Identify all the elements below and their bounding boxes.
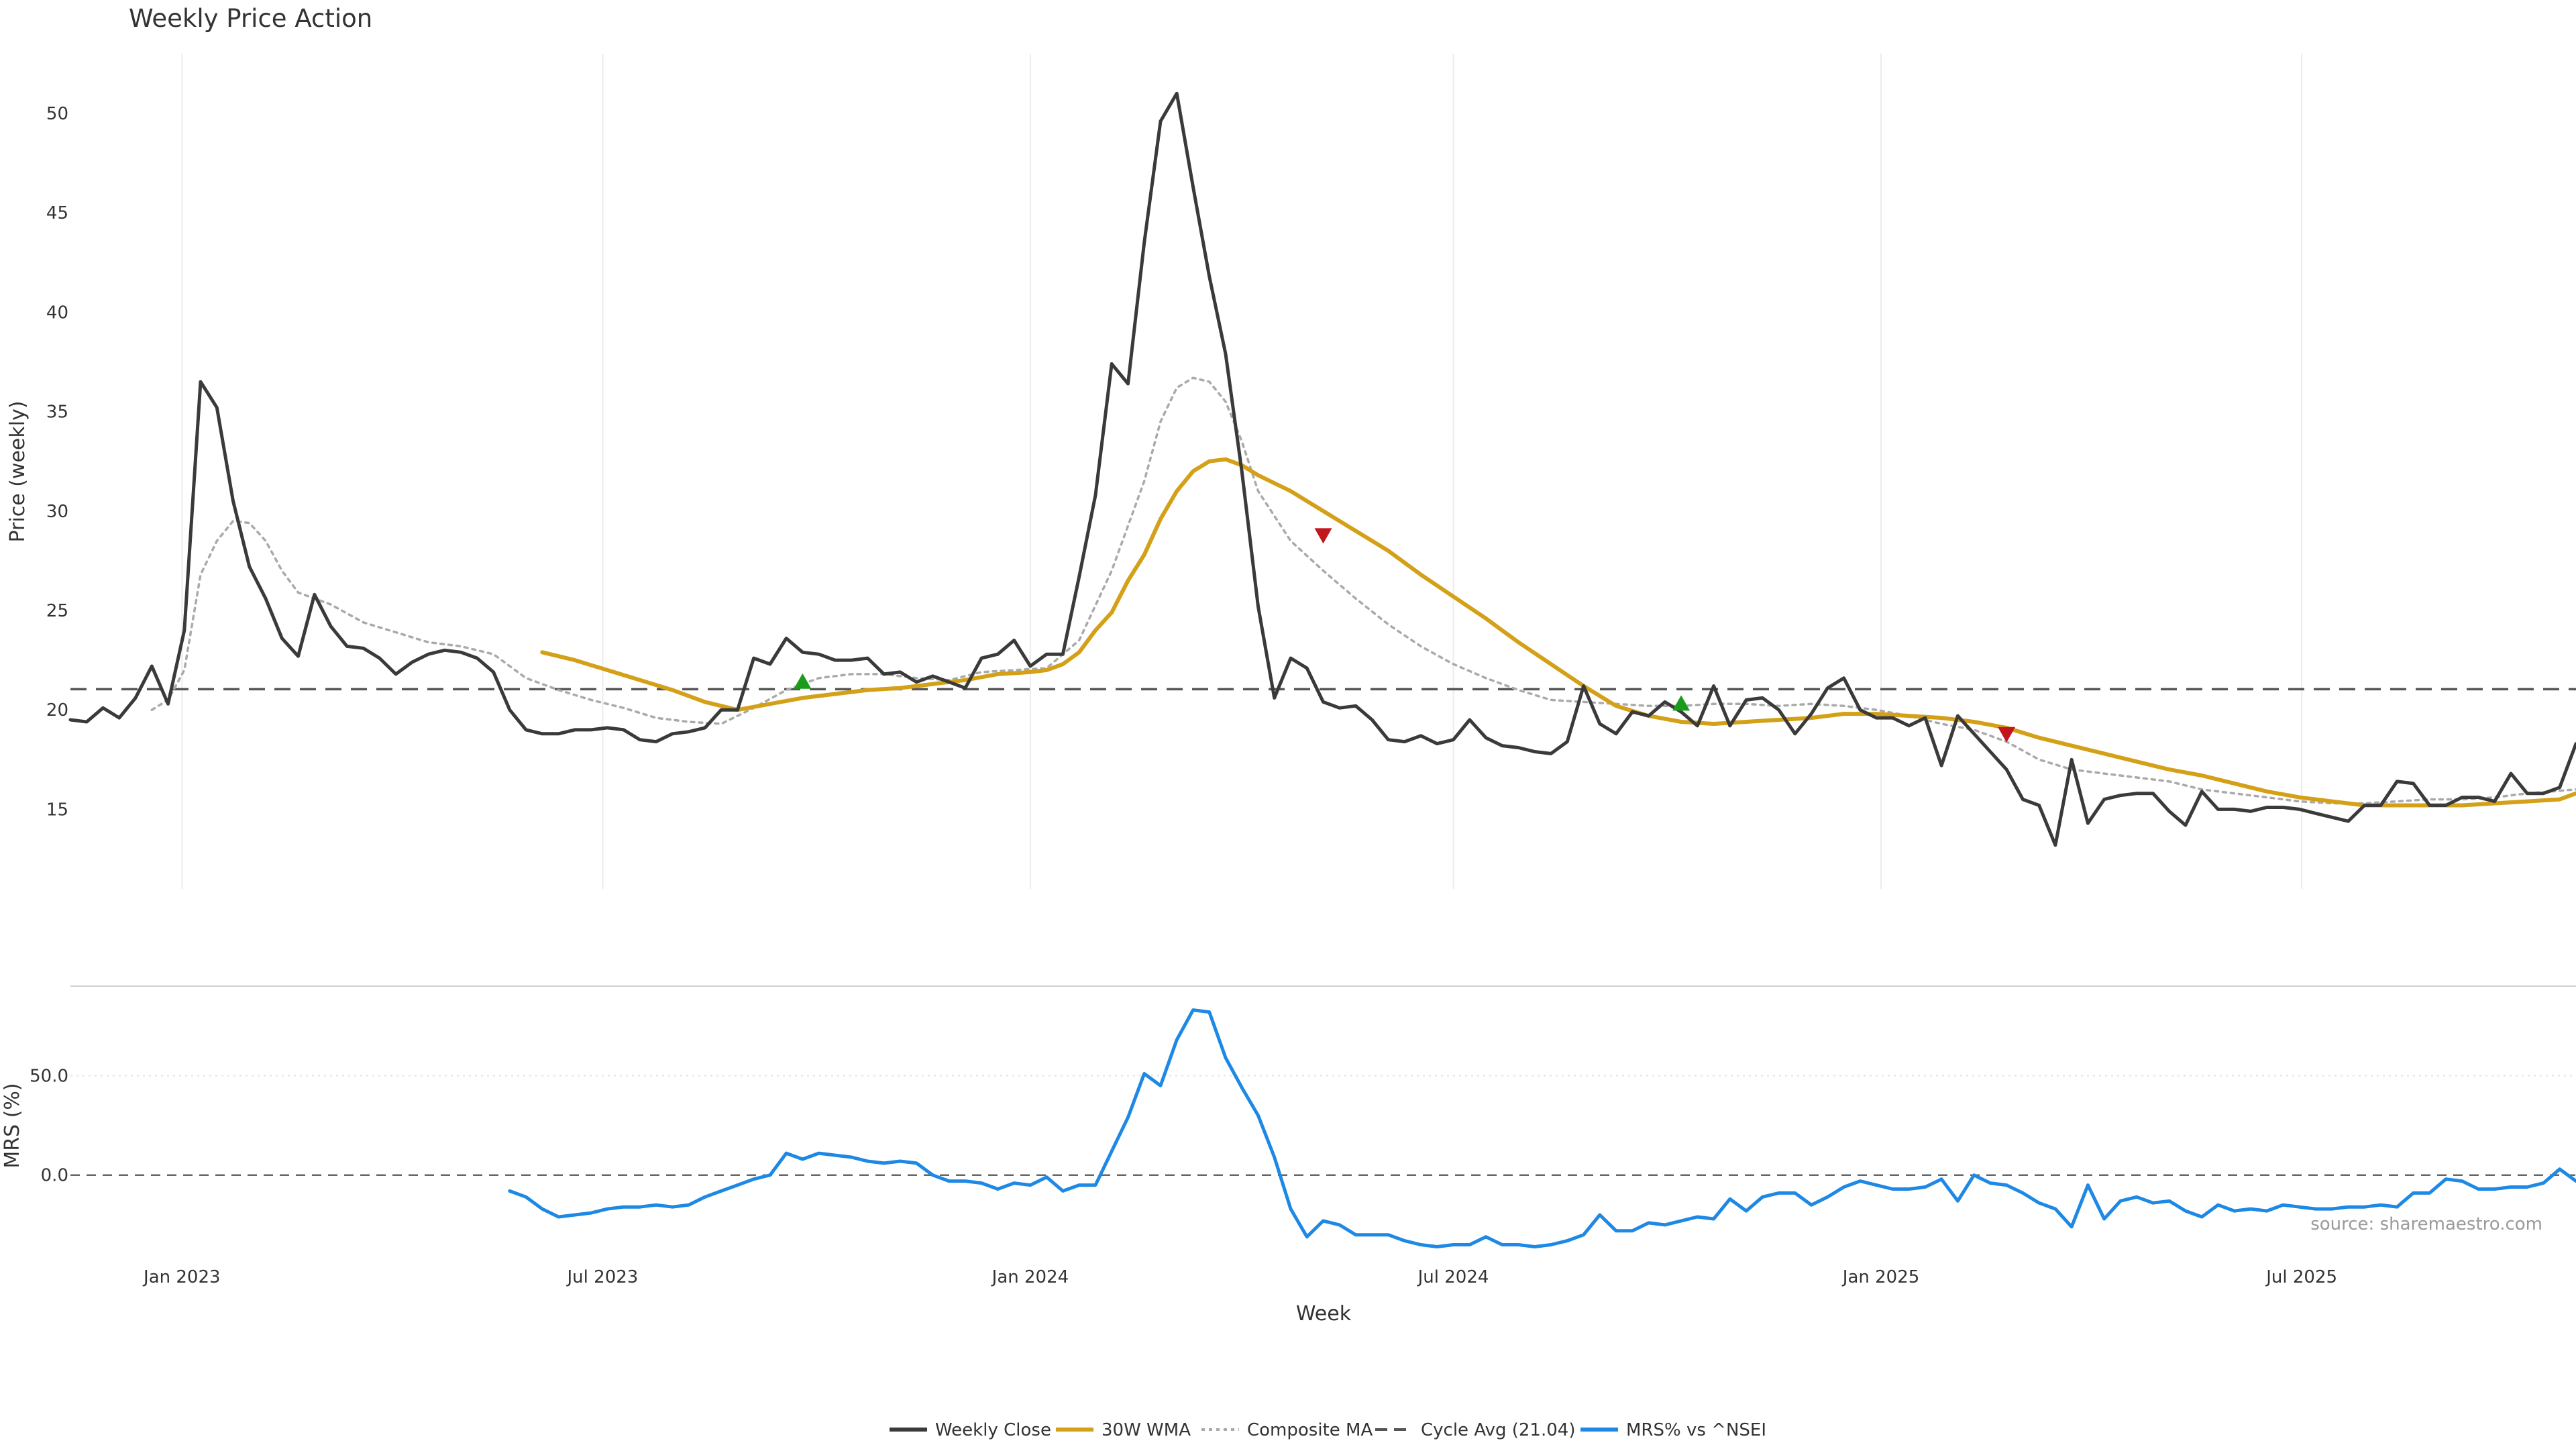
series-composite-ma (150, 376, 2576, 805)
price-y-tick-label: 25 (46, 601, 68, 621)
legend-label: Composite MA (1247, 1420, 1373, 1440)
price-series (68, 91, 2576, 847)
mrs-y-axis-label: MRS (%) (1, 1083, 24, 1168)
x-gridlines (181, 54, 2303, 889)
x-tick-label: Jul 2024 (1417, 1267, 1489, 1287)
price-y-tick-label: 30 (46, 502, 68, 522)
x-tick-label: Jan 2024 (991, 1267, 1069, 1287)
x-axis-label: Week (1296, 1302, 1352, 1326)
sell-signal-marker (1998, 727, 2016, 743)
legend: Weekly Close 30W WMA Composite MA Cycle Avg… (890, 1420, 1766, 1440)
price-y-axis-label: Price (weekly) (6, 400, 30, 542)
chart-title: Weekly Price Action (129, 4, 372, 33)
x-tick-label: Jul 2025 (2265, 1267, 2337, 1287)
price-y-tick-label: 50 (46, 104, 68, 124)
series-30w-wma (540, 457, 2576, 808)
mrs-y-ticks: 0.0 50.0 (30, 1066, 2576, 1186)
x-tick-label: Jan 2025 (1841, 1267, 1920, 1287)
price-y-ticks: 15 20 25 30 35 40 45 50 (46, 104, 68, 820)
x-tick-labels: Jan 2023 Jul 2023 Jan 2024 Jul 2024 Jan 2025… (142, 1267, 2337, 1287)
legend-label: Cycle Avg (21.04) (1421, 1420, 1575, 1440)
price-y-tick-label: 35 (46, 402, 68, 423)
signal-markers (794, 528, 2016, 743)
buy-signal-marker (794, 673, 812, 689)
price-y-tick-label: 15 (46, 800, 68, 820)
buy-signal-marker (1672, 695, 1690, 711)
mrs-series (508, 1008, 2576, 1248)
mrs-y-tick-label: 50.0 (30, 1066, 68, 1086)
x-tick-label: Jul 2023 (566, 1267, 639, 1287)
price-y-tick-label: 20 (46, 700, 68, 720)
series-weekly-close (68, 91, 2576, 847)
price-y-tick-label: 45 (46, 203, 68, 223)
legend-label: MRS% vs ^NSEI (1626, 1420, 1766, 1440)
x-tick-label: Jan 2023 (142, 1267, 221, 1287)
source-label: source: sharemaestro.com (2310, 1214, 2542, 1234)
legend-label: Weekly Close (935, 1420, 1051, 1440)
price-y-tick-label: 40 (46, 303, 68, 323)
legend-label: 30W WMA (1102, 1420, 1191, 1440)
sell-signal-marker (1314, 528, 1332, 544)
series-mrs-vs-nsei (508, 1008, 2576, 1248)
mrs-y-tick-label: 0.0 (41, 1166, 68, 1186)
